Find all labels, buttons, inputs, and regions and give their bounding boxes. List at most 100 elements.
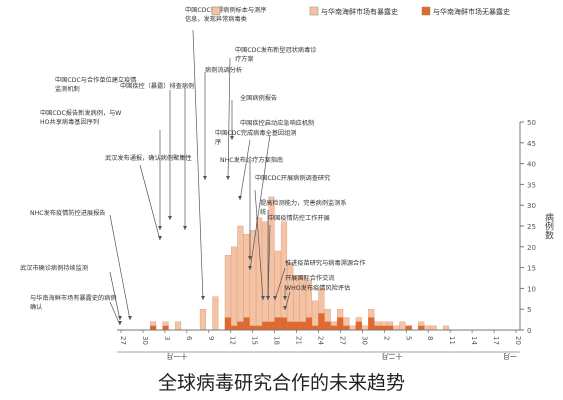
y-tick-label-40: 40 (527, 161, 536, 169)
annotation-text-3-1: 监测机制 (55, 85, 80, 93)
x-tick-label-14: 9 (207, 336, 215, 340)
y-tick-label-45: 45 (527, 140, 536, 148)
y-tick-label-0: 0 (527, 327, 531, 335)
annotation-line-18 (109, 271, 121, 321)
bar-series2-18 (231, 325, 238, 331)
annotation-text-4-0: 中国疾控（暴露）排查病例 (120, 82, 194, 90)
annotation-arrow-13 (266, 296, 270, 300)
bar-series2-43 (386, 325, 394, 331)
bar-series1-37 (349, 325, 356, 331)
annotation-arrow-0 (201, 296, 205, 300)
annotation-text-0-1: 信息，发现异常病毒类 (185, 15, 247, 23)
annotation-line-0 (192, 29, 204, 301)
bar-series2-46 (405, 325, 412, 331)
bar-series1-26 (280, 221, 288, 318)
annotation-text-14-0: 推进疫苗研究与病毒溯源合作 (285, 259, 365, 267)
y-tick-label-35: 35 (527, 181, 536, 189)
annotation-text-10-0: NHC发布诊疗方案指南 (220, 156, 283, 164)
annotation-arrow-18 (118, 316, 122, 320)
annotation-text-5-0: 全国病例报告 (240, 94, 277, 102)
bar-series2-25 (274, 317, 281, 331)
annotation-18: 武汉市确诊病例持续监测 (20, 264, 122, 321)
y-tick-label-5: 5 (527, 306, 531, 314)
bar-series1-34 (330, 321, 337, 326)
x-tick-label-10: 21 (295, 336, 303, 345)
annotation-arrow-19 (118, 321, 122, 325)
bar-series2-19 (237, 321, 244, 331)
bar-series1-18 (231, 246, 238, 326)
bar-series2-35 (337, 317, 344, 331)
annotation-text-11-0: 中国CDC开展病例调查研究 (255, 174, 330, 182)
bar-series1-22 (256, 217, 263, 326)
bar-series1-35 (337, 309, 344, 318)
annotation-line-7 (139, 164, 161, 241)
bar-series1-31 (312, 300, 319, 326)
bar-series1-50 (430, 325, 437, 331)
annotation-11: 中国CDC开展病例调查研究 (254, 174, 330, 301)
bar-series1-29 (299, 275, 306, 322)
bar-series2-26 (280, 317, 288, 331)
bar-series1-5 (150, 321, 157, 326)
annotation-10: NHC发布诊疗方案指南 (220, 156, 283, 260)
month-label-2: 一月 (503, 352, 517, 360)
annotation-text-7-0: 武汉发布通报，确认病例聚集性 (105, 154, 192, 162)
bar-series2-28 (293, 321, 300, 331)
x-tick-label-17: 30 (141, 336, 149, 345)
bar-series2-29 (299, 321, 306, 331)
legend-swatch-0 (309, 6, 319, 16)
annotation-text-1-1: 疗方案 (235, 55, 254, 63)
x-tick-label-18: 27 (119, 336, 127, 345)
month-label-1: 十二月 (382, 352, 403, 361)
bar-series1-52 (443, 325, 450, 331)
annotation-text-12-1: 统 (260, 208, 266, 216)
bar-series1-44 (393, 325, 400, 331)
x-tick-label-8: 27 (338, 336, 346, 345)
bar-series2-40 (368, 317, 375, 331)
annotation-arrow-2 (203, 176, 207, 180)
annotation-7: 武汉发布通报，确认病例聚集性 (105, 154, 192, 241)
annotation-arrow-17 (128, 316, 132, 320)
x-tick-label-5: 5 (404, 336, 412, 340)
y-tick-label-15: 15 (527, 265, 536, 273)
annotation-text-6-1: HO共享病毒基因序列 (40, 118, 99, 126)
annotation-arrow-11 (261, 296, 265, 300)
bar-series2-31 (312, 325, 319, 331)
bar-series1-38 (355, 317, 362, 322)
legend-label-0: 与华南海鲜市场有暴露史 (321, 7, 398, 16)
annotation-text-19-0: 与华南海鲜市场有暴露史的病例 (30, 294, 117, 302)
x-tick-label-11: 18 (273, 336, 281, 345)
y-tick-label-10: 10 (527, 285, 536, 293)
caption-band (0, 362, 563, 400)
annotation-arrow-1 (226, 176, 230, 180)
annotation-arrow-5 (230, 136, 234, 140)
bar-series1-33 (324, 309, 331, 322)
x-tick-label-7: 30 (360, 336, 368, 345)
annotation-13: 中国疫情防控工作开展 (266, 214, 330, 301)
bar-series2-21 (249, 325, 256, 331)
bar-series2-41 (374, 325, 381, 331)
annotation-line-1 (227, 57, 231, 181)
annotation-text-13-0: 中国疫情防控工作开展 (268, 214, 330, 222)
bar-series1-28 (293, 275, 300, 322)
bar-series2-30 (305, 317, 313, 331)
bar-series1-25 (274, 250, 281, 318)
annotation-text-0-0: 中国CDC获得病例标本与测序 (185, 6, 266, 14)
annotation-line-17 (109, 214, 131, 321)
annotation-15: 开展国际合作交流 (283, 274, 335, 300)
annotation-2: 病例流调分析 (203, 66, 242, 180)
bar-series1-24 (268, 196, 275, 322)
annotation-text-1-0: 中国CDC发布新型冠状病毒诊 (235, 46, 317, 54)
annotation-arrow-15 (283, 296, 287, 300)
annotation-arrow-6 (158, 226, 162, 230)
bar-series1-19 (237, 225, 244, 322)
legend-label-1: 与华南海鲜市场无暴露史 (433, 7, 510, 16)
month-label-0: 十一月 (167, 352, 188, 361)
x-tick-label-3: 11 (448, 336, 456, 345)
bar-series2-27 (287, 321, 294, 331)
x-tick-label-4: 8 (426, 336, 434, 340)
